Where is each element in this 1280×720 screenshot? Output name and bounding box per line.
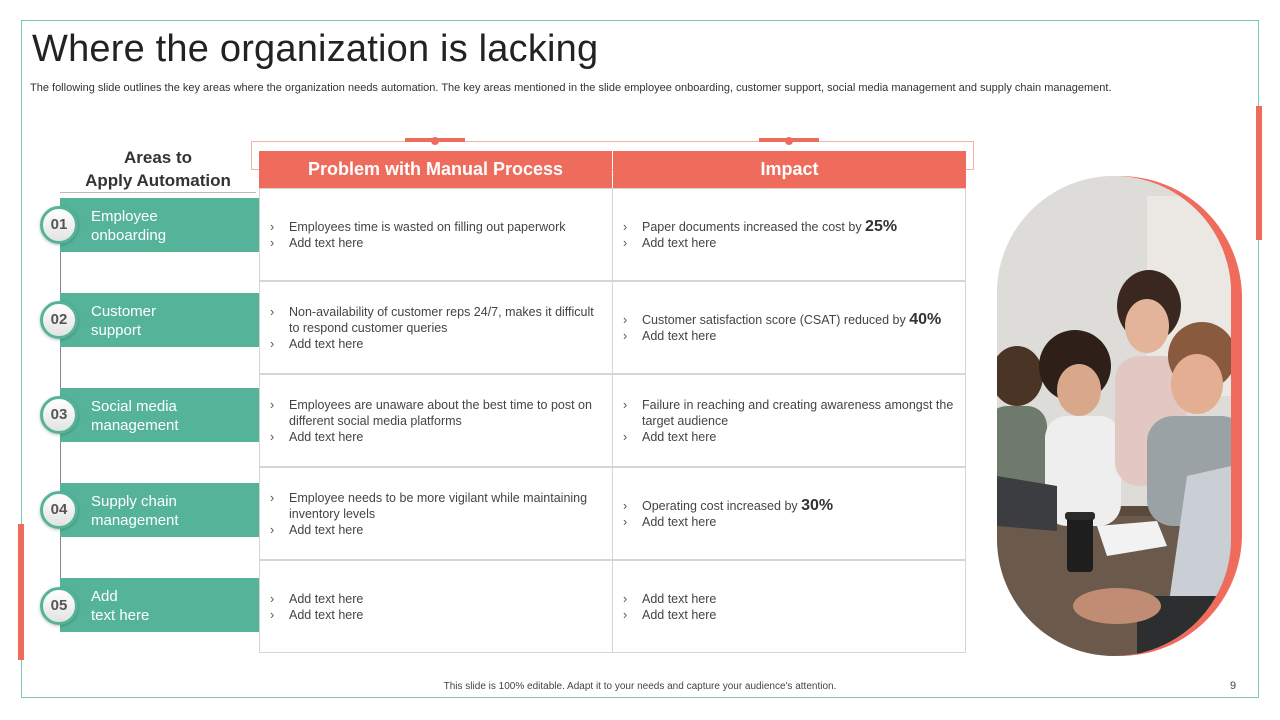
areas-heading-line1: Areas to (123, 148, 193, 167)
area-label: Supply chain management (91, 492, 179, 530)
page-title: Where the organization is lacking (32, 28, 599, 70)
problem-cell: Add text here Add text here (259, 560, 613, 653)
impact-value: 30% (801, 496, 834, 514)
column-header-problem: Problem with Manual Process (259, 151, 612, 188)
list-item: Non-availability of customer reps 24/7, … (270, 304, 604, 336)
header-tab-dot (785, 137, 793, 145)
area-label-line2: onboarding (91, 227, 167, 244)
problem-cell: Employee needs to be more vigilant while… (259, 467, 613, 560)
problem-list: Non-availability of customer reps 24/7, … (270, 304, 604, 352)
list-item: Operating cost increased by 30% (623, 496, 957, 514)
list-item: Employees time is wasted on filling out … (270, 219, 604, 235)
area-label-line1: Supply chain (91, 493, 177, 510)
area-label-line2: management (91, 417, 179, 434)
impact-cell: Customer satisfaction score (CSAT) reduc… (612, 281, 966, 374)
list-item: Employees are unaware about the best tim… (270, 397, 604, 429)
problem-list: Employees time is wasted on filling out … (270, 219, 604, 251)
list-item: Add text here (623, 429, 957, 445)
area-label-line1: Add (91, 588, 118, 605)
area-number-badge: 02 (40, 301, 78, 339)
impact-cell: Operating cost increased by 30% Add text… (612, 467, 966, 560)
column-header-impact: Impact (613, 151, 966, 188)
area-label-line2: support (91, 322, 142, 339)
slide-frame (21, 20, 1259, 698)
area-label-line2: text here (91, 607, 150, 624)
impact-text: Operating cost increased by (642, 498, 802, 513)
footer-note: This slide is 100% editable. Adapt it to… (443, 681, 837, 692)
area-item-add-text: Add text here (60, 578, 259, 632)
impact-list: Add text here Add text here (623, 591, 957, 623)
area-label: Social media management (91, 397, 179, 435)
header-tab-dot (431, 137, 439, 145)
areas-divider (60, 192, 256, 193)
list-item: Add text here (623, 514, 957, 530)
impact-cell: Add text here Add text here (612, 560, 966, 653)
problem-cell: Employees are unaware about the best tim… (259, 374, 613, 467)
photo-frame (997, 176, 1242, 656)
area-label-line2: management (91, 512, 179, 529)
area-label: Add text here (91, 587, 149, 625)
list-item: Customer satisfaction score (CSAT) reduc… (623, 310, 957, 328)
list-item: Add text here (623, 328, 957, 344)
team-meeting-illustration (997, 176, 1231, 656)
area-label: Customer support (91, 302, 156, 340)
list-item: Failure in reaching and creating awarene… (623, 397, 957, 429)
areas-heading: Areas to Apply Automation (60, 146, 256, 192)
impact-cell: Failure in reaching and creating awarene… (612, 374, 966, 467)
impact-list: Operating cost increased by 30% Add text… (623, 496, 957, 530)
area-number-badge: 04 (40, 491, 78, 529)
impact-text: Paper documents increased the cost by (642, 219, 866, 234)
page-number: 9 (1230, 680, 1237, 692)
problem-list: Employees are unaware about the best tim… (270, 397, 604, 445)
area-label-line1: Employee (91, 208, 158, 225)
area-label-line1: Customer (91, 303, 157, 320)
area-item-supply-chain-management: Supply chain management (60, 483, 259, 537)
impact-list: Paper documents increased the cost by 25… (623, 217, 957, 251)
impact-list: Customer satisfaction score (CSAT) reduc… (623, 310, 957, 344)
area-label-line1: Social media (91, 398, 177, 415)
impact-cell: Paper documents increased the cost by 25… (612, 188, 966, 281)
list-item: Add text here (270, 522, 604, 538)
problem-cell: Non-availability of customer reps 24/7, … (259, 281, 613, 374)
team-meeting-photo (997, 176, 1231, 656)
area-number-badge: 01 (40, 206, 78, 244)
accent-bar-right (1256, 106, 1262, 240)
impact-value: 25% (865, 217, 898, 235)
list-item: Add text here (270, 429, 604, 445)
areas-heading-line2: Apply Automation (85, 171, 231, 190)
area-item-customer-support: Customer support (60, 293, 259, 347)
page-subtitle: The following slide outlines the key are… (30, 82, 1112, 94)
area-label: Employee onboarding (91, 207, 166, 245)
problem-list: Employee needs to be more vigilant while… (270, 490, 604, 538)
list-item: Add text here (270, 591, 604, 607)
impact-value: 40% (909, 310, 942, 328)
impact-list: Failure in reaching and creating awarene… (623, 397, 957, 445)
area-number-badge: 05 (40, 587, 78, 625)
list-item: Add text here (270, 607, 604, 623)
table-header-outline (251, 141, 974, 170)
impact-text: Failure in reaching and creating awarene… (642, 397, 954, 428)
list-item: Add text here (623, 591, 957, 607)
list-item: Add text here (623, 235, 957, 251)
list-item: Add text here (270, 235, 604, 251)
impact-text: Customer satisfaction score (CSAT) reduc… (642, 312, 910, 327)
problem-cell: Employees time is wasted on filling out … (259, 188, 613, 281)
list-item: Employee needs to be more vigilant while… (270, 490, 604, 522)
impact-text: Add text here (642, 591, 717, 606)
list-item: Add text here (270, 336, 604, 352)
list-item: Paper documents increased the cost by 25… (623, 217, 957, 235)
area-number-badge: 03 (40, 396, 78, 434)
accent-bar-left (18, 524, 24, 660)
area-item-employee-onboarding: Employee onboarding (60, 198, 259, 252)
list-item: Add text here (623, 607, 957, 623)
area-item-social-media-management: Social media management (60, 388, 259, 442)
problem-list: Add text here Add text here (270, 591, 604, 623)
